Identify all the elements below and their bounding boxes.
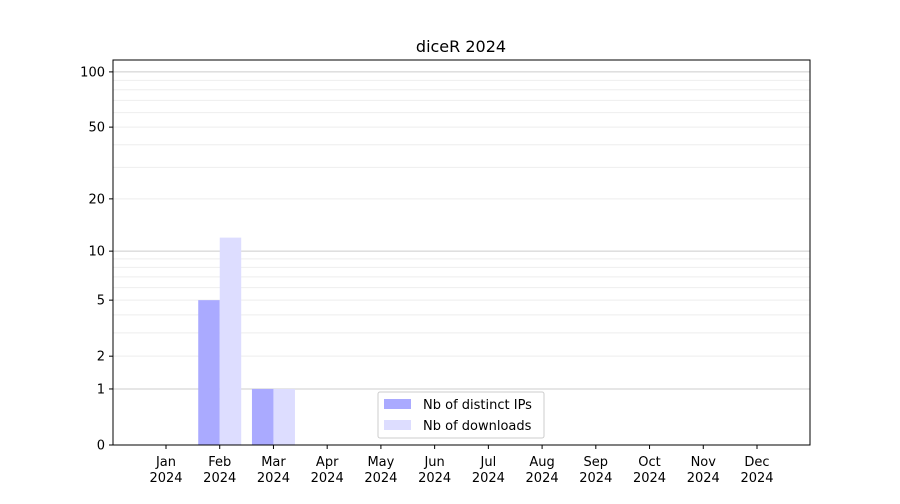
x-tick-label: Dec	[744, 455, 769, 470]
y-tick-label: 100	[80, 65, 105, 80]
bar-downloads	[273, 388, 295, 445]
y-tick-label: 5	[97, 294, 105, 309]
legend-label-ips: Nb of distinct IPs	[423, 398, 532, 413]
x-tick-label: 2024	[203, 471, 236, 486]
y-tick-label: 10	[88, 245, 105, 260]
legend: Nb of distinct IPs Nb of downloads	[377, 391, 545, 439]
y-tick-label: 50	[88, 121, 105, 136]
x-tick-label: 2024	[364, 471, 397, 486]
x-tick-label: Jun	[423, 455, 444, 470]
x-tick-label: 2024	[740, 471, 773, 486]
x-tick-label: Mar	[261, 455, 286, 470]
chart-title: diceR 2024	[416, 37, 506, 56]
x-tick-label: 2024	[526, 471, 559, 486]
x-tick-label: 2024	[687, 471, 720, 486]
y-tick-label: 1	[97, 382, 105, 397]
x-tick-label: Oct	[638, 455, 660, 470]
x-tick-label: Apr	[316, 455, 339, 470]
x-tick-label: Feb	[208, 455, 231, 470]
x-tick-label: 2024	[257, 471, 290, 486]
x-tick-label: 2024	[633, 471, 666, 486]
y-tick-label: 2	[97, 350, 105, 365]
legend-label-downloads: Nb of downloads	[423, 419, 532, 434]
bar-distinct-ips	[251, 388, 274, 445]
x-tick-label: 2024	[472, 471, 505, 486]
y-tick-label: 0	[97, 439, 105, 454]
x-tick-label: Jul	[480, 455, 497, 470]
x-tick-label: 2024	[579, 471, 612, 486]
x-tick-label: 2024	[418, 471, 451, 486]
legend-swatch-ips	[384, 399, 411, 409]
bar-distinct-ips	[198, 300, 220, 445]
y-tick-label: 20	[88, 192, 105, 207]
plot-frame	[112, 59, 811, 446]
legend-swatch-downloads	[384, 420, 411, 430]
x-tick-label: May	[367, 455, 394, 470]
x-tick-label: Nov	[691, 455, 717, 470]
x-tick-label: 2024	[149, 471, 182, 486]
x-tick-label: 2024	[311, 471, 344, 486]
x-tick-label: Aug	[529, 455, 554, 470]
x-tick-label: Jan	[155, 455, 176, 470]
x-tick-label: Sep	[584, 455, 609, 470]
bar-downloads	[219, 237, 242, 445]
